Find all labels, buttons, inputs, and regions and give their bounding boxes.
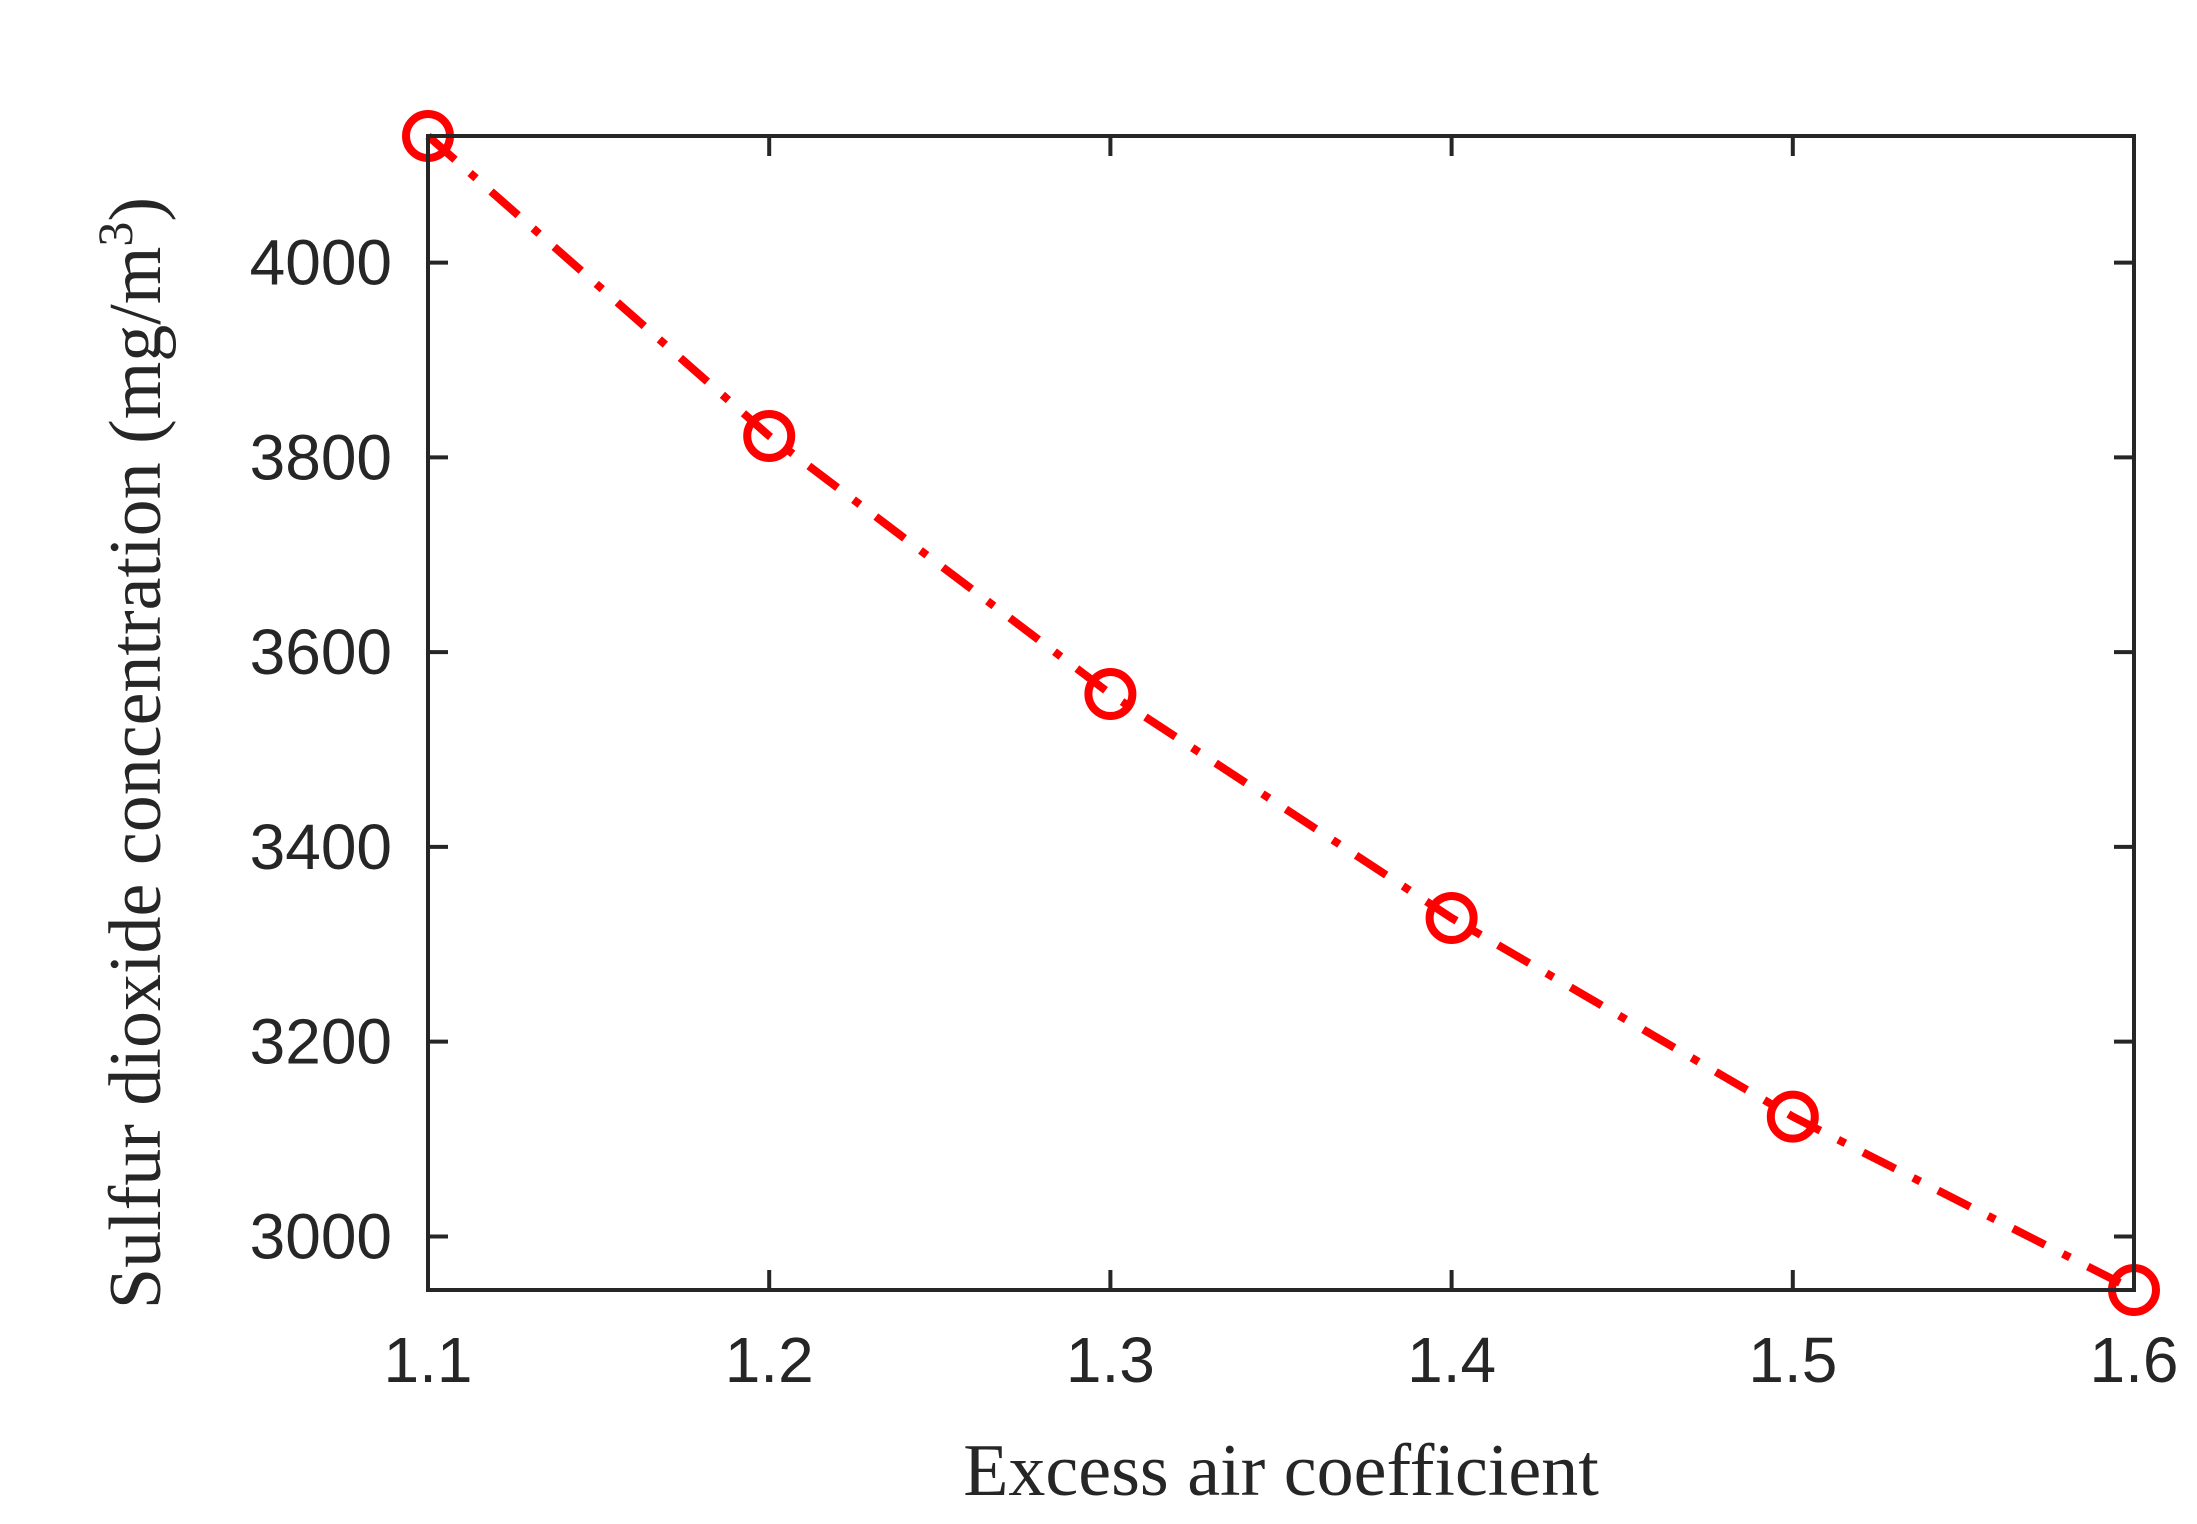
data-point [743, 409, 796, 462]
x-tick-label: 1.6 [2090, 1324, 2179, 1396]
series-line [425, 132, 2136, 1294]
x-tick-label: 1.3 [1066, 1324, 1155, 1396]
y-axis-title-superscript: 3 [87, 222, 143, 247]
y-tick-label: 3000 [250, 1200, 392, 1272]
labels-layer: 1.1 1.2 1.3 1.4 1.5 1.6 3000 3200 3400 3600 3800 40… [250, 227, 2179, 1396]
x-axis-title: Excess air coefficient [963, 1430, 1599, 1512]
x-tick-label: 1.5 [1748, 1324, 1837, 1396]
x-tick-label: 1.4 [1407, 1324, 1496, 1396]
y-axis-title-main: Sulfur dioxide concentration (mg/m [95, 247, 177, 1310]
data-point [1425, 891, 1478, 944]
series-layer [402, 110, 2160, 1316]
ticks-layer [426, 136, 2136, 1290]
data-point [1084, 668, 1137, 721]
y-tick-label: 3600 [250, 616, 392, 688]
x-tick-label: 1.1 [384, 1324, 473, 1396]
y-tick-label: 3800 [250, 421, 392, 493]
y-tick-label: 3400 [250, 811, 392, 883]
y-tick-label: 4000 [250, 227, 392, 299]
y-axis-title-suffix: ) [95, 197, 177, 222]
y-axis-title: Sulfur dioxide concentration (mg/m3) [87, 197, 177, 1309]
x-tick-label: 1.2 [725, 1324, 814, 1396]
data-point [1766, 1090, 1819, 1143]
y-tick-label: 3200 [250, 1006, 392, 1078]
plot-frame [426, 134, 2136, 1292]
